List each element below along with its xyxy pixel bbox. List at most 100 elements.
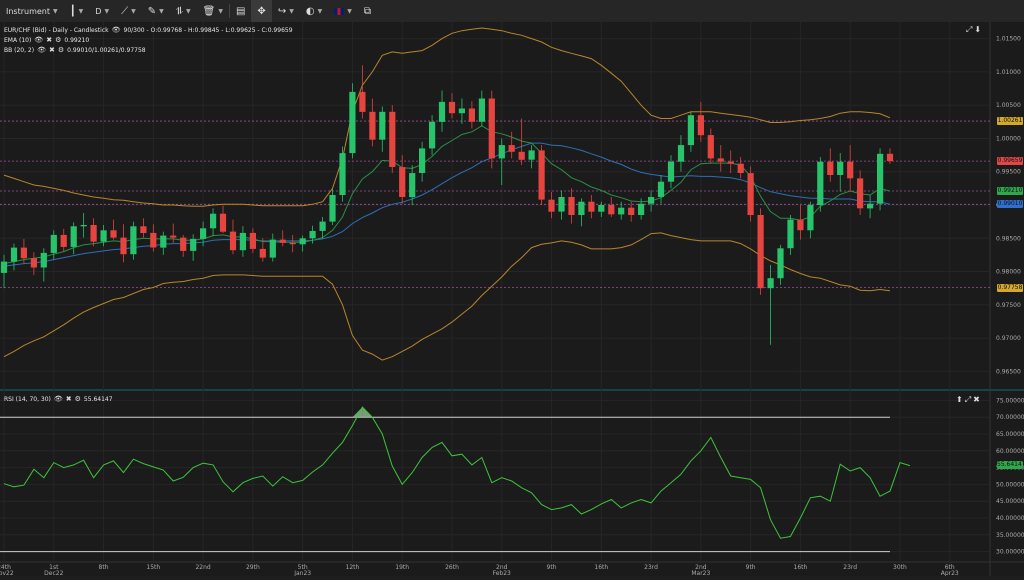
candle: [707, 128, 714, 164]
price-tag: 1.00261: [997, 117, 1023, 126]
share-icon: ↪: [277, 5, 287, 17]
date-axis-tick: 30th: [893, 564, 907, 571]
delete-menu[interactable]: 🗑 ▼: [197, 0, 229, 22]
candle: [339, 146, 346, 202]
candle-body: [269, 239, 276, 258]
candle: [588, 195, 595, 219]
gear-icon[interactable]: ⚙: [57, 46, 65, 54]
date-axis-tick: 2nd: [695, 564, 707, 571]
candle: [697, 101, 704, 142]
candle-body: [150, 232, 157, 248]
candle-body: [777, 248, 784, 279]
rsi-axis-tick: 35.00000: [996, 532, 1024, 539]
candle-body: [190, 238, 197, 251]
bollinger-upper-line: [3, 27, 891, 207]
candle-body: [767, 278, 774, 289]
candle: [737, 157, 744, 179]
popout-button[interactable]: ⧉: [358, 0, 377, 22]
candle-body: [638, 203, 645, 215]
candle-body: [369, 111, 376, 140]
candle: [687, 111, 694, 152]
candle-body: [448, 101, 456, 114]
date-axis-tick: 12th: [346, 564, 360, 571]
candle-body: [598, 205, 605, 212]
crosshair-button[interactable]: ✥: [251, 0, 272, 22]
layout-button[interactable]: ▤: [230, 0, 251, 22]
candle: [429, 115, 436, 156]
language-menu[interactable]: ▼: [328, 0, 358, 22]
candle: [488, 90, 495, 169]
candle-body: [528, 150, 535, 160]
candle-body: [717, 158, 724, 162]
candle-body: [120, 237, 127, 255]
chevron-down-icon: ▼: [159, 7, 164, 15]
candle: [438, 90, 446, 132]
candle: [349, 83, 356, 159]
rsi-value: 55.64147: [83, 395, 113, 403]
layout-icon: ▤: [235, 5, 246, 17]
top-toolbar: Instrument ▼ ┃ ▼ D ▼ ⟋ ▼ ✎ ▼ ⥮ ▼ 🗑 ▼ ▤ ✥…: [0, 0, 1024, 23]
arrow-down-icon[interactable]: ⬇: [974, 25, 982, 34]
candle-body: [160, 235, 167, 248]
candle: [289, 234, 296, 253]
candle: [269, 233, 276, 262]
gear-icon[interactable]: ⚙: [74, 395, 81, 403]
candle-body: [538, 150, 545, 200]
candle: [399, 155, 406, 204]
price-axis-tick: 1.00000: [996, 135, 1021, 142]
candle-body: [399, 167, 406, 197]
candle: [817, 157, 824, 212]
close-icon[interactable]: ✖: [65, 395, 72, 403]
chart-canvas[interactable]: 1.01500 1.01000 1.00500 1.00000 0.99500 0.990…: [0, 22, 1024, 577]
close-icon[interactable]: ✖: [973, 395, 980, 404]
price-axis-tick: 0.99500: [996, 169, 1021, 176]
instrument-menu[interactable]: Instrument ▼: [0, 0, 64, 22]
eye-icon[interactable]: 👁: [34, 36, 44, 44]
candle-body: [747, 173, 754, 215]
line-tool-menu[interactable]: ⟋ ▼: [115, 0, 142, 22]
candle: [50, 230, 57, 260]
candle-body: [339, 153, 346, 195]
candle-body: [210, 213, 217, 229]
chart-area[interactable]: 1.01500 1.01000 1.00500 1.00000 0.99500 0.990…: [0, 22, 1024, 577]
candle: [508, 131, 515, 159]
candle-body: [60, 234, 67, 247]
candle: [319, 216, 326, 239]
candle-body: [219, 213, 227, 232]
share-menu[interactable]: ↪ ▼: [272, 0, 300, 22]
timeframe-menu[interactable]: D ▼: [89, 0, 115, 22]
candle: [608, 197, 615, 217]
candle: [239, 226, 246, 257]
gear-icon[interactable]: ⚙: [55, 36, 62, 44]
chevron-down-icon: ▼: [186, 7, 191, 15]
candle: [638, 198, 645, 220]
candle-body: [438, 101, 446, 122]
candle-body: [379, 111, 386, 140]
drawing-tool-menu[interactable]: ✎ ▼: [142, 0, 170, 22]
candle: [419, 141, 426, 182]
eye-icon[interactable]: 👁: [53, 395, 63, 403]
candle: [767, 264, 774, 345]
eye-icon[interactable]: 👁: [37, 46, 46, 54]
price-tag: 0.99010: [997, 200, 1023, 209]
bollinger-lower-line: [3, 232, 891, 361]
chart-type-menu[interactable]: ┃ ▼: [64, 0, 90, 22]
candle-body: [727, 161, 734, 164]
expand-icon[interactable]: ⤢: [966, 25, 973, 34]
trend-line-icon: ⟋: [121, 5, 129, 17]
candle: [359, 65, 366, 119]
candle: [249, 228, 256, 253]
indicators-menu[interactable]: ⥮ ▼: [170, 0, 197, 22]
candle-body: [657, 181, 665, 197]
candle: [369, 98, 376, 147]
chevron-down-icon: ▼: [289, 7, 294, 15]
symbol-legend: EUR/CHF (Bid) - Daily - Candlestick 👁 90…: [4, 26, 293, 34]
eye-icon[interactable]: 👁: [111, 26, 121, 34]
theme-menu[interactable]: ◐ ▼: [300, 0, 328, 22]
close-icon[interactable]: ✖: [46, 36, 53, 44]
arrow-up-icon[interactable]: ⬆: [956, 395, 963, 404]
candle: [777, 244, 784, 285]
chevron-down-icon: ▼: [104, 7, 110, 15]
expand-icon[interactable]: ⤢: [964, 395, 972, 404]
close-icon[interactable]: ✖: [48, 46, 55, 54]
